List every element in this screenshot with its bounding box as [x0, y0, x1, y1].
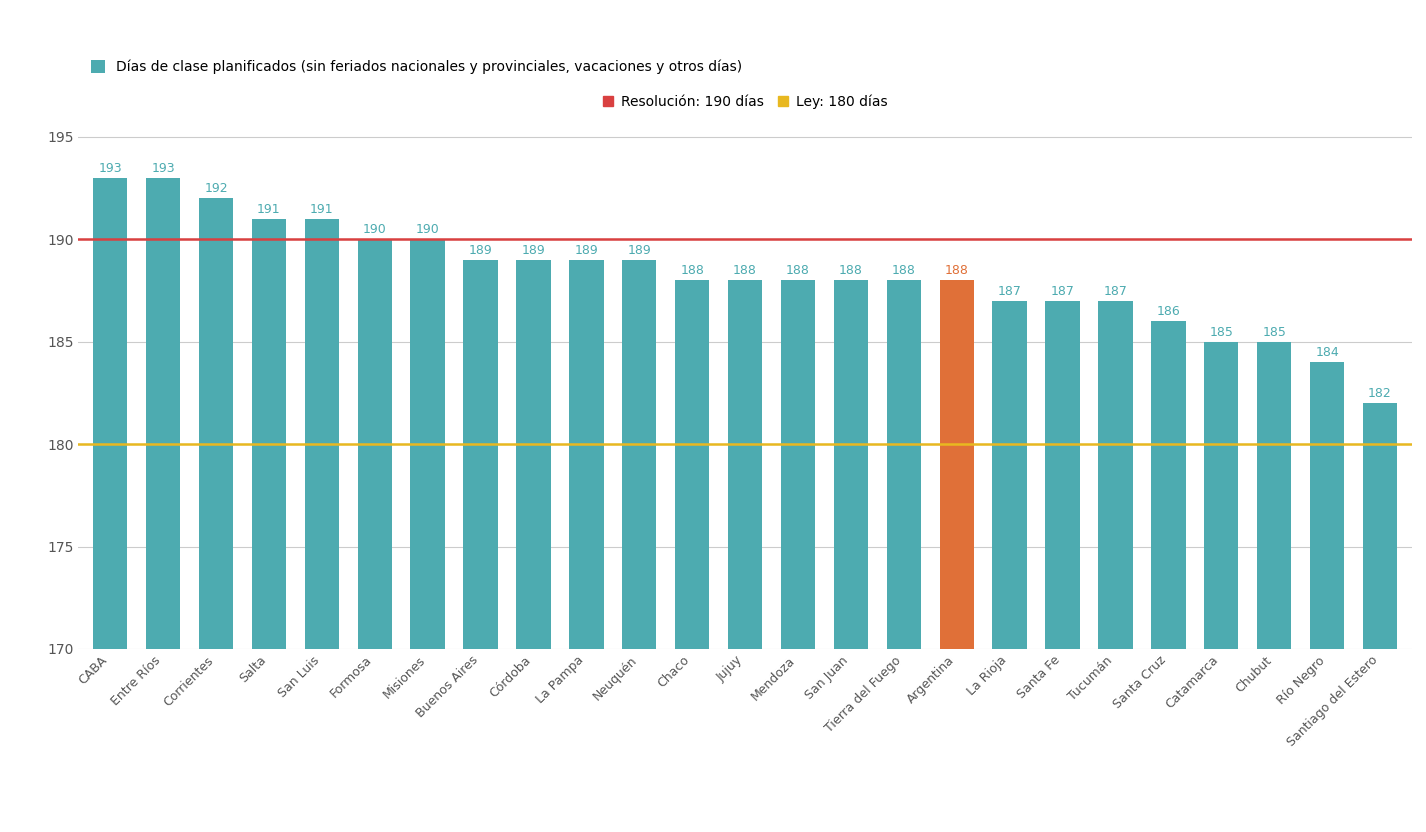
Text: 185: 185 [1209, 325, 1233, 339]
Bar [1151, 321, 1185, 649]
Bar [992, 301, 1027, 649]
Bar [93, 178, 127, 649]
Legend: Resolución: 190 días, Ley: 180 días: Resolución: 190 días, Ley: 180 días [597, 89, 893, 115]
Bar [940, 280, 974, 649]
Bar [781, 280, 816, 649]
Text: 192: 192 [204, 182, 228, 196]
Bar [305, 219, 339, 649]
Bar [198, 198, 234, 649]
Bar [674, 280, 709, 649]
Text: 191: 191 [257, 203, 281, 215]
Bar [727, 280, 763, 649]
Bar [463, 260, 498, 649]
Bar [887, 280, 921, 649]
Bar [516, 260, 550, 649]
Bar [834, 280, 868, 649]
Text: 189: 189 [522, 244, 545, 257]
Bar [145, 178, 180, 649]
Text: 188: 188 [733, 265, 757, 277]
Text: 190: 190 [362, 223, 386, 236]
Bar [252, 219, 287, 649]
Bar [569, 260, 603, 649]
Text: 193: 193 [98, 162, 123, 175]
Text: 182: 182 [1368, 387, 1392, 400]
Text: 190: 190 [416, 223, 439, 236]
Bar [358, 240, 392, 649]
Text: 189: 189 [469, 244, 492, 257]
Text: 191: 191 [309, 203, 334, 215]
Text: 193: 193 [151, 162, 175, 175]
Text: 187: 187 [998, 285, 1021, 298]
Text: 188: 188 [680, 265, 704, 277]
Text: 188: 188 [786, 265, 810, 277]
Text: 189: 189 [627, 244, 652, 257]
Text: 188: 188 [945, 265, 968, 277]
Text: 188: 188 [891, 265, 915, 277]
Bar [1204, 342, 1238, 649]
Bar [622, 260, 656, 649]
Bar [1098, 301, 1132, 649]
Bar [1363, 404, 1397, 649]
Text: 189: 189 [575, 244, 599, 257]
Bar [1310, 362, 1345, 649]
Text: 185: 185 [1262, 325, 1286, 339]
Bar [1256, 342, 1292, 649]
Bar [1045, 301, 1079, 649]
Text: 187: 187 [1104, 285, 1128, 298]
Text: 188: 188 [838, 265, 863, 277]
Bar [411, 240, 445, 649]
Text: 184: 184 [1315, 346, 1339, 359]
Text: 187: 187 [1051, 285, 1074, 298]
Text: 186: 186 [1156, 305, 1181, 318]
